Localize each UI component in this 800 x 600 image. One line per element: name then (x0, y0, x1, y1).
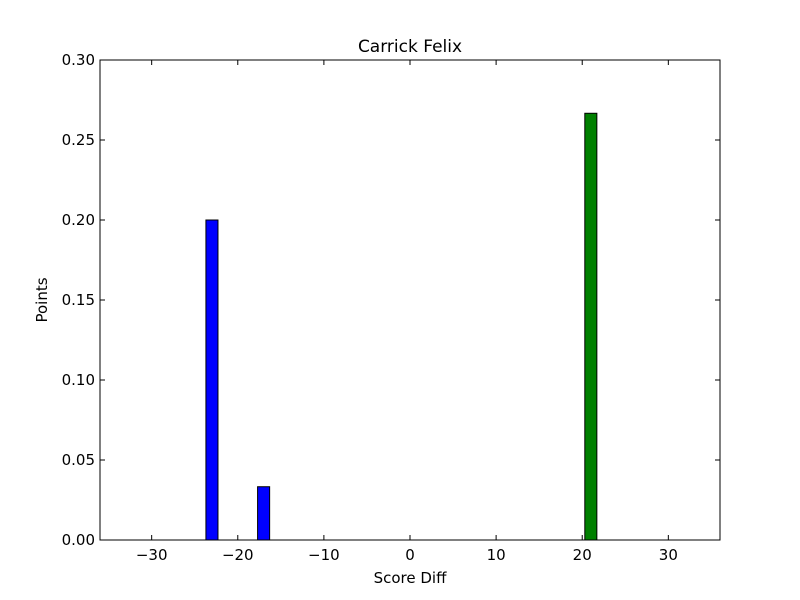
y-tick-label: 0.30 (62, 51, 95, 69)
x-tick-label: 20 (573, 546, 592, 564)
x-tick-label: −10 (308, 546, 340, 564)
bar-1 (257, 486, 271, 541)
x-tick-label: 0 (405, 546, 415, 564)
plot-frame (99, 59, 721, 541)
y-tick-label: 0.20 (62, 211, 95, 229)
y-axis-label: Points (33, 277, 51, 322)
bar-0 (205, 219, 219, 541)
y-tick-label: 0.10 (62, 371, 95, 389)
bar-2 (584, 112, 598, 541)
y-tick-label: 0.25 (62, 131, 95, 149)
plot-area (100, 112, 720, 541)
x-tick-label: 30 (659, 546, 678, 564)
x-tick-label: −20 (222, 546, 254, 564)
y-tick-label: 0.00 (62, 531, 95, 549)
x-tick-label: 10 (487, 546, 506, 564)
x-axis-label: Score Diff (374, 569, 447, 587)
y-tick-label: 0.15 (62, 291, 95, 309)
chart-title: Carrick Felix (358, 37, 462, 57)
x-axis: −30 −20 −10 0 10 20 30 (136, 60, 678, 564)
x-tick-label: −30 (136, 546, 168, 564)
y-tick-label: 0.05 (62, 451, 95, 469)
y-axis: 0.00 0.05 0.10 0.15 0.20 0.25 0.30 (62, 51, 720, 549)
